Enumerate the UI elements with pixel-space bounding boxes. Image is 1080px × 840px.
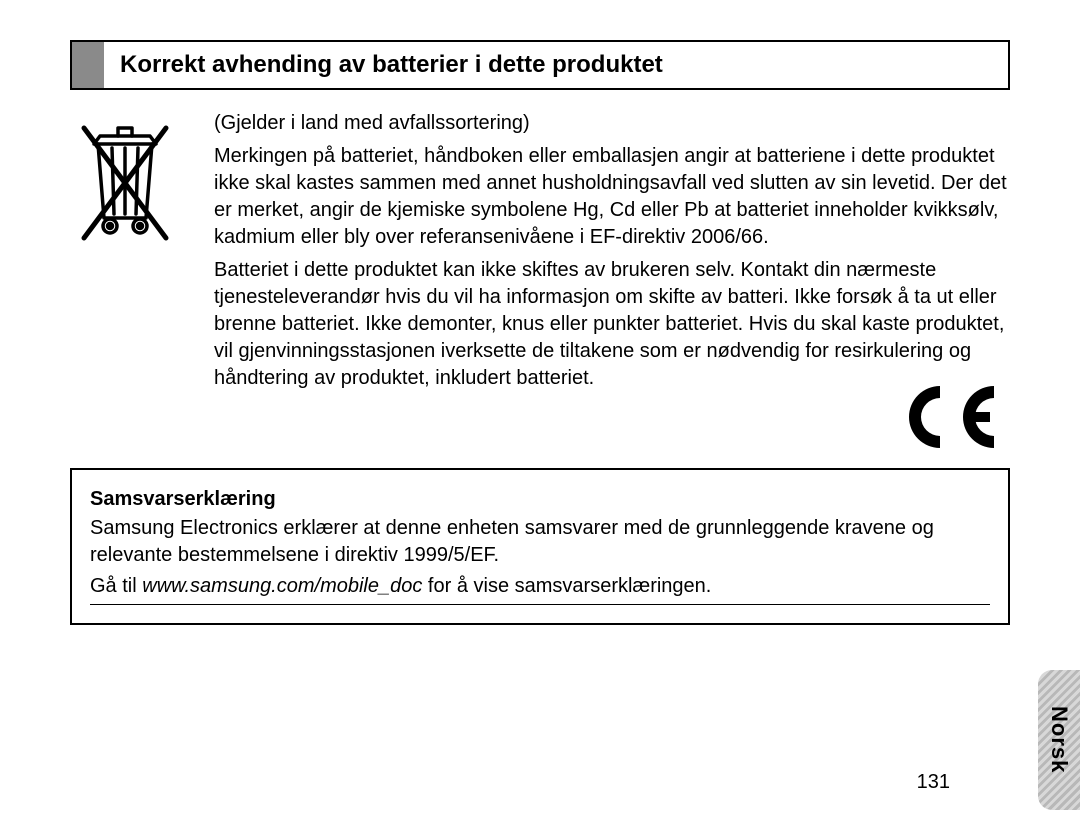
declaration-url: www.samsung.com/mobile_doc — [142, 575, 422, 597]
section-title: Korrekt avhending av batterier i dette p… — [104, 42, 663, 88]
declaration-link-suffix: for å vise samsvarserklæringen. — [422, 575, 711, 597]
body-paragraph-1: Merkingen på batteriet, håndboken eller … — [214, 143, 1010, 251]
body-section: (Gjelder i land med avfallssortering) Me… — [70, 110, 1010, 398]
header-tab — [72, 42, 104, 88]
weee-icon-column — [70, 110, 190, 398]
document-page: Korrekt avhending av batterier i dette p… — [70, 40, 1010, 800]
crossed-bin-icon — [70, 114, 180, 254]
page-number: 131 — [917, 771, 950, 794]
language-side-tab: Norsk — [1038, 670, 1080, 810]
declaration-box: Samsvarserklæring Samsung Electronics er… — [70, 468, 1010, 625]
body-text: (Gjelder i land med avfallssortering) Me… — [214, 110, 1010, 398]
declaration-link-prefix: Gå til — [90, 575, 142, 597]
ce-mark-icon — [894, 378, 1004, 456]
declaration-link-line: Gå til www.samsung.com/mobile_doc for å … — [90, 573, 990, 605]
declaration-title: Samsvarserklæring — [90, 486, 990, 513]
body-subtitle: (Gjelder i land med avfallssortering) — [214, 110, 1010, 137]
section-header-box: Korrekt avhending av batterier i dette p… — [70, 40, 1010, 90]
language-label: Norsk — [1046, 706, 1072, 773]
body-paragraph-2: Batteriet i dette produktet kan ikke ski… — [214, 257, 1010, 392]
declaration-text: Samsung Electronics erklærer at denne en… — [90, 515, 990, 569]
